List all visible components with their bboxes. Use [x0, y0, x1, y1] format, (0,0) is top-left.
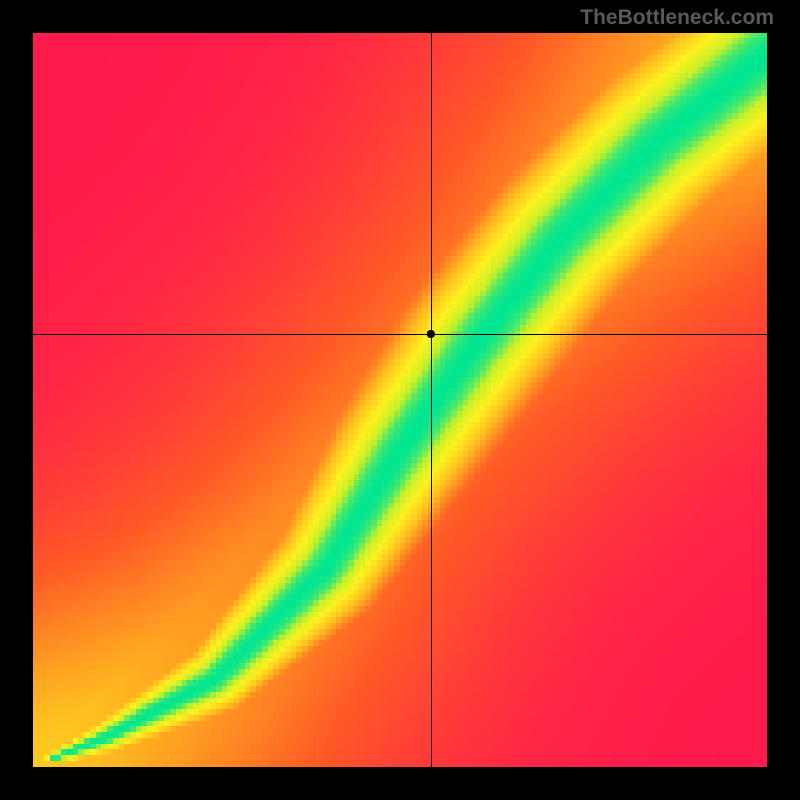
watermark-text: TheBottleneck.com	[580, 6, 774, 30]
bottleneck-heatmap	[33, 33, 767, 767]
